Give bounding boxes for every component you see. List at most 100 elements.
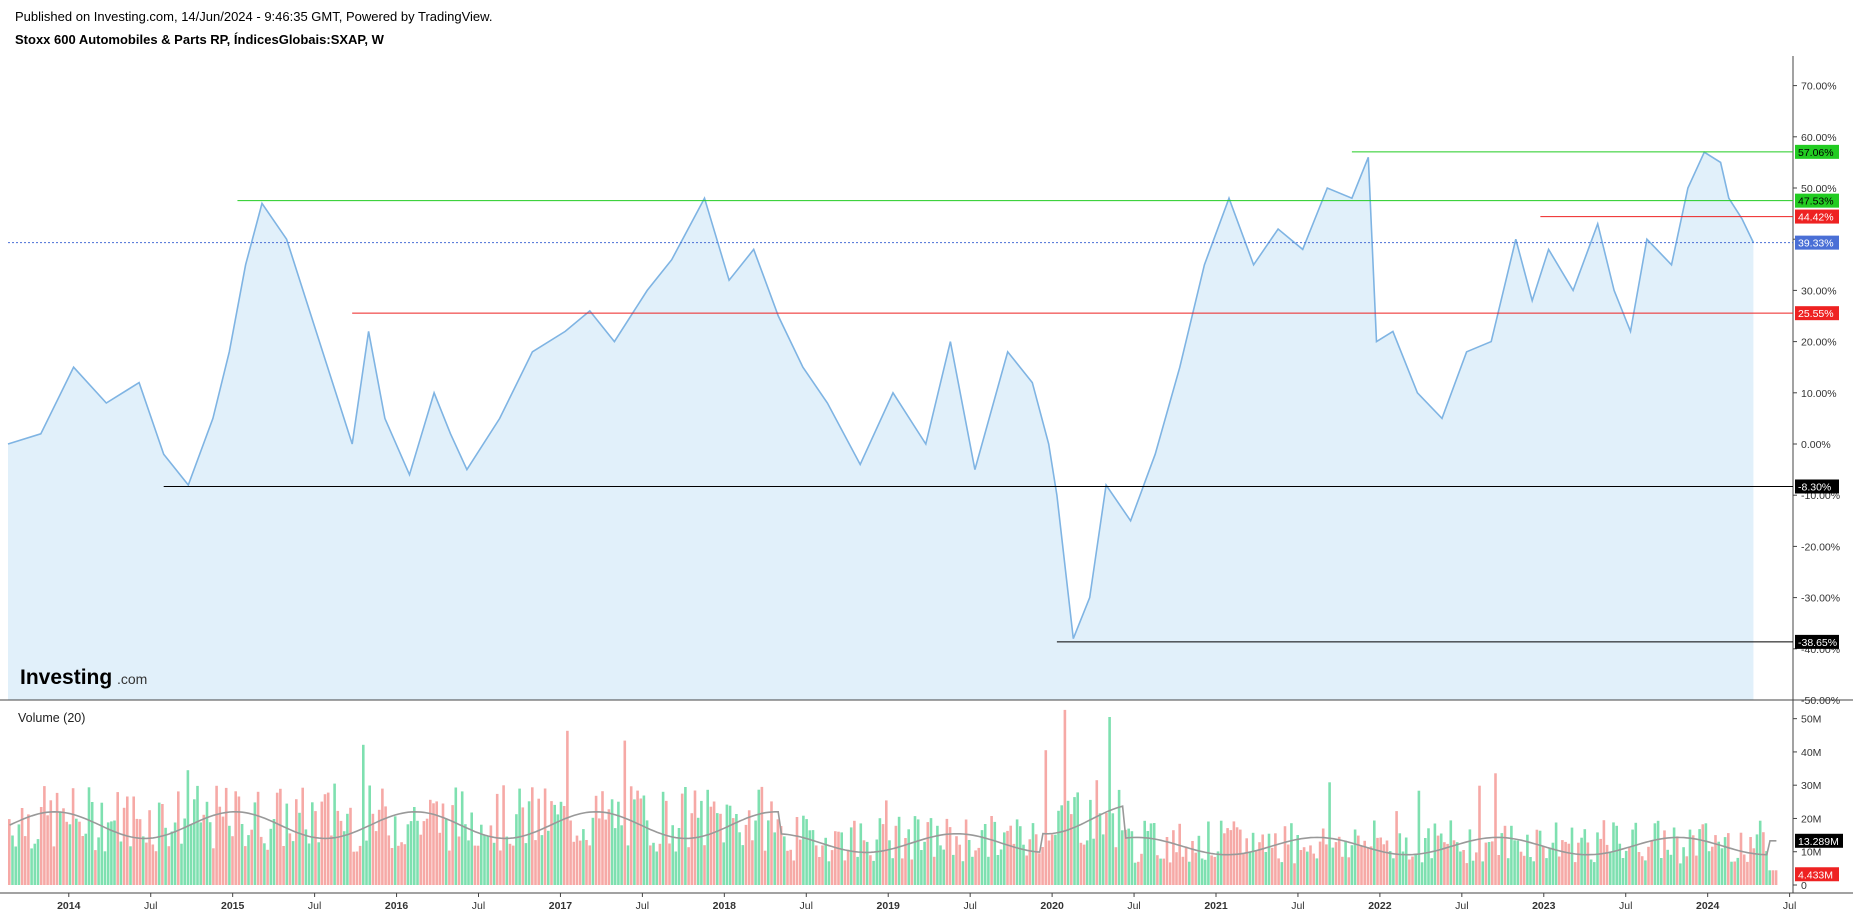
- volume-bar: [282, 846, 285, 885]
- volume-bar: [1337, 836, 1341, 885]
- volume-bar: [358, 845, 362, 885]
- volume-bar: [68, 824, 72, 885]
- y-tick-label: 30.00%: [1801, 285, 1837, 297]
- y-tick-label: 20.00%: [1801, 337, 1837, 349]
- volume-bar: [824, 837, 827, 885]
- volume-bar: [317, 842, 320, 885]
- volume-bar: [964, 819, 968, 885]
- volume-bar: [952, 854, 955, 885]
- volume-bar: [492, 842, 496, 885]
- volume-bar: [119, 841, 123, 885]
- volume-bar: [1762, 832, 1765, 885]
- volume-bar: [460, 791, 464, 885]
- volume-bar: [291, 841, 295, 885]
- volume-bar: [1730, 861, 1733, 885]
- volume-bar: [1573, 862, 1577, 885]
- volume-bar: [1309, 845, 1312, 885]
- volume-bar: [1232, 821, 1236, 885]
- volume-bar: [999, 849, 1003, 885]
- volume-bar: [741, 845, 745, 885]
- volume-bar: [1727, 833, 1730, 885]
- volume-bar: [231, 836, 234, 885]
- price-pane[interactable]: [7, 151, 1755, 700]
- volume-bar: [1168, 862, 1172, 885]
- volume-bar: [161, 804, 164, 885]
- level-badge: [1795, 209, 1839, 224]
- volume-bar: [1197, 835, 1201, 885]
- volume-bar: [1133, 862, 1137, 885]
- volume-bar: [62, 808, 65, 885]
- volume-bar: [1286, 844, 1290, 885]
- volume-pane[interactable]: [8, 709, 1778, 885]
- volume-bar: [1666, 849, 1669, 885]
- y-tick-label: -30.00%: [1801, 593, 1840, 605]
- volume-bar: [926, 822, 930, 885]
- volume-bar: [1452, 840, 1456, 885]
- volume-bar: [1188, 861, 1191, 885]
- volume-bar: [728, 805, 732, 885]
- volume-bar: [1184, 846, 1188, 885]
- volume-bar: [1245, 838, 1248, 885]
- volume-bar: [480, 824, 483, 885]
- volume-ma-line[interactable]: [9, 805, 1777, 856]
- volume-bar: [645, 820, 649, 885]
- logo-main: Investing: [20, 666, 112, 689]
- volume-bar: [1615, 825, 1618, 885]
- volume-bar: [655, 851, 658, 885]
- price-line[interactable]: [7, 151, 1755, 639]
- y-tick-label: 70.00%: [1801, 81, 1837, 93]
- volume-bar: [1720, 848, 1724, 885]
- volume-bar: [275, 792, 279, 885]
- volume-bar: [1357, 835, 1360, 885]
- volume-bar: [1701, 824, 1705, 885]
- volume-bar: [977, 847, 981, 885]
- volume-bar: [980, 830, 984, 885]
- level-lines[interactable]: 57.06% 47.53% 44.42% 25.55% -8.30% -38.65% 39.…: [8, 144, 1843, 882]
- volume-bar: [725, 804, 729, 885]
- volume-bar: [1580, 837, 1583, 885]
- volume-bar: [193, 799, 196, 885]
- x-tick-label: 2019: [877, 900, 901, 912]
- volume-bar: [885, 800, 888, 885]
- volume-bar: [8, 819, 11, 885]
- volume-bar: [247, 835, 250, 885]
- volume-bar: [1695, 855, 1698, 885]
- volume-bar: [1669, 854, 1673, 885]
- volume-bar: [1522, 855, 1526, 885]
- volume-bar: [808, 830, 812, 885]
- volume-bar: [100, 802, 104, 885]
- volume-bar: [1644, 860, 1647, 885]
- volume-bar: [483, 835, 486, 885]
- volume-bar: [330, 835, 333, 885]
- x-tick-label: Jul: [1619, 900, 1632, 912]
- volume-bar: [582, 829, 585, 885]
- volume-bar: [336, 810, 340, 885]
- x-tick-label: Jul: [800, 900, 813, 912]
- volume-bar: [719, 813, 722, 885]
- volume-bar: [1219, 820, 1223, 885]
- volume-bar: [1618, 843, 1622, 885]
- volume-bar: [1679, 863, 1682, 885]
- volume-bar: [352, 851, 355, 885]
- volume-bar: [1436, 835, 1440, 885]
- volume-bar: [607, 809, 611, 885]
- volume-bar: [307, 843, 311, 885]
- volume-bar: [910, 859, 914, 885]
- volume-bar: [1577, 842, 1580, 885]
- volume-bar: [368, 785, 371, 885]
- volume-bar: [872, 860, 875, 885]
- volume-bar: [862, 840, 866, 885]
- volume-bar: [687, 847, 690, 885]
- volume-bar: [355, 851, 359, 885]
- volume-bar: [419, 834, 422, 885]
- volume-bar: [1656, 820, 1660, 885]
- volume-bar: [840, 832, 843, 885]
- volume-bar: [875, 839, 879, 885]
- volume-bar: [49, 800, 53, 885]
- published-info: Published on Investing.com, 14/Jun/2024 …: [15, 9, 493, 24]
- volume-bar: [834, 831, 837, 885]
- volume-bar: [333, 783, 336, 885]
- volume-bar: [33, 843, 37, 885]
- volume-bar: [157, 802, 161, 885]
